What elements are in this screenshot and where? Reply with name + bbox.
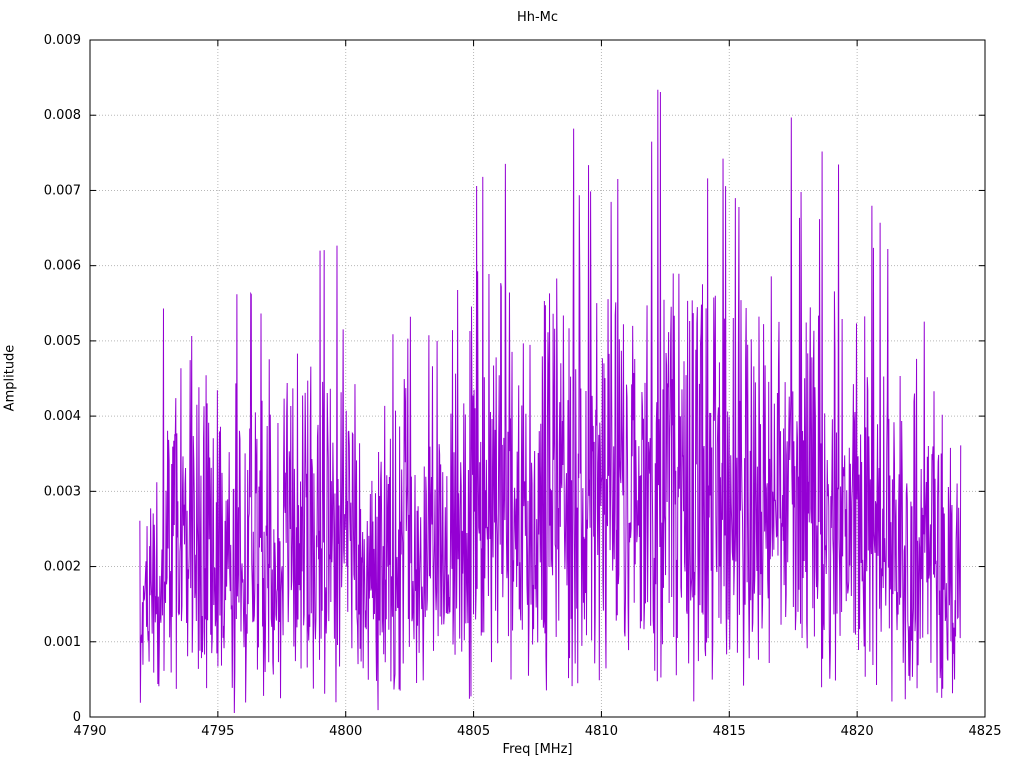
- x-tick-label: 4795: [201, 724, 234, 739]
- x-axis-label: Freq [MHz]: [502, 742, 573, 757]
- x-tick-label: 4800: [329, 724, 362, 739]
- y-axis-label: Amplitude: [2, 344, 18, 412]
- x-tick-label: 4820: [841, 724, 874, 739]
- y-tick-label: 0.007: [44, 183, 81, 198]
- plot-border: [89, 39, 986, 718]
- x-tick-label: 4805: [457, 724, 490, 739]
- x-tick-label: 4825: [968, 724, 1001, 739]
- spectrum-series: [139, 89, 962, 713]
- y-tick-label: 0.002: [44, 560, 81, 575]
- x-tick-label: 4815: [713, 724, 746, 739]
- y-tick-label: 0.006: [44, 259, 81, 274]
- y-tick-label: 0.005: [44, 334, 81, 349]
- y-tick-label: 0.009: [44, 33, 81, 48]
- y-tick-label: 0: [73, 710, 81, 725]
- x-tick-label: 4810: [585, 724, 618, 739]
- y-tick-label: 0.004: [44, 409, 81, 424]
- chart-title: Hh-Mc: [516, 10, 559, 25]
- y-tick-label: 0.003: [44, 484, 81, 499]
- y-tick-label: 0.008: [44, 108, 81, 123]
- y-tick-label: 0.001: [44, 635, 81, 650]
- x-tick-label: 4790: [73, 724, 106, 739]
